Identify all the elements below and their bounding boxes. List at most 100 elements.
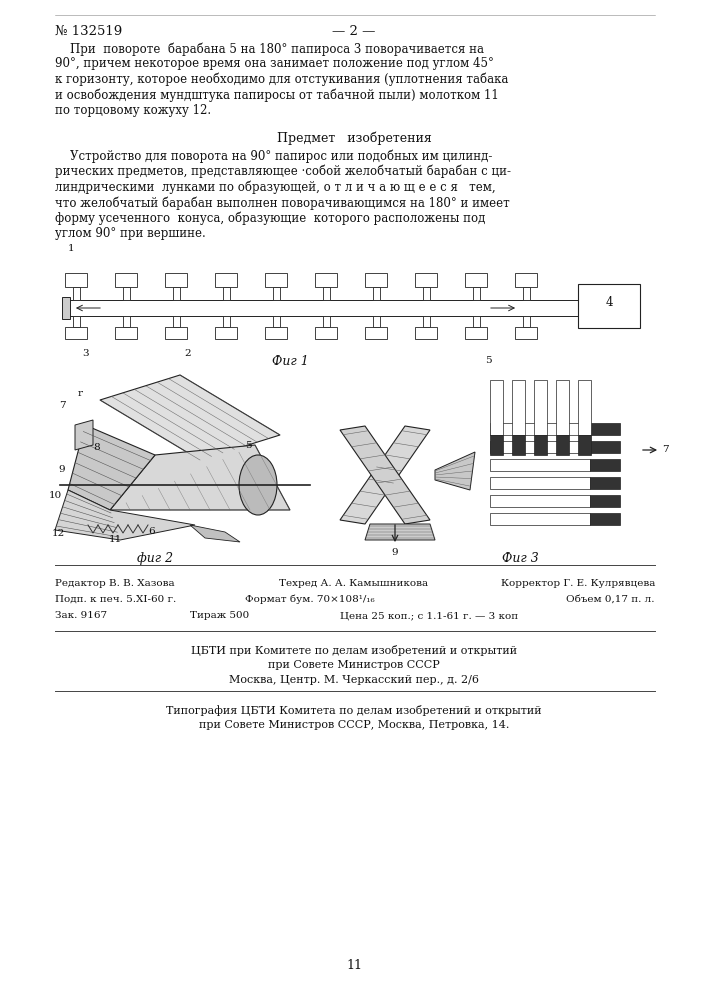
Bar <box>315 327 337 339</box>
Bar <box>173 287 180 300</box>
Bar <box>490 459 590 471</box>
Text: r: r <box>78 388 83 397</box>
Bar <box>490 513 590 525</box>
Text: Зак. 9167: Зак. 9167 <box>55 611 107 620</box>
Text: 5: 5 <box>485 356 491 365</box>
Text: Типография ЦБТИ Комитета по делам изобретений и открытий: Типография ЦБТИ Комитета по делам изобре… <box>166 705 542 716</box>
Bar <box>322 287 329 300</box>
Text: 6: 6 <box>148 528 156 536</box>
Text: к горизонту, которое необходимо для отстукивания (уплотнения табака: к горизонту, которое необходимо для отст… <box>55 73 508 87</box>
Bar <box>578 380 591 435</box>
Text: 11: 11 <box>108 534 122 544</box>
Bar <box>265 273 287 287</box>
Text: рических предметов, представляющее ·собой желобчатый барабан с ци-: рических предметов, представляющее ·собо… <box>55 165 511 178</box>
Text: форму усеченного  конуса, образующие  которого расположены под: форму усеченного конуса, образующие кото… <box>55 212 486 225</box>
Text: при Совете Министров СССР: при Совете Министров СССР <box>268 660 440 670</box>
Bar <box>534 380 547 435</box>
Text: Техред А. А. Камышникова: Техред А. А. Камышникова <box>279 579 428 588</box>
Bar <box>223 287 230 300</box>
Text: Цена 25 коп.; с 1.1-61 г. — 3 коп: Цена 25 коп.; с 1.1-61 г. — 3 коп <box>340 611 518 620</box>
Text: 7: 7 <box>59 400 65 410</box>
Polygon shape <box>340 426 430 524</box>
Text: фиг 2: фиг 2 <box>137 552 173 565</box>
Bar <box>490 380 503 435</box>
Text: 8: 8 <box>94 442 100 452</box>
Text: 9: 9 <box>392 548 398 557</box>
Text: углом 90° при вершине.: углом 90° при вершине. <box>55 227 206 240</box>
Bar <box>415 327 437 339</box>
Text: Устройство для поворота на 90° папирос или подобных им цилинд-: Устройство для поворота на 90° папирос и… <box>55 149 492 163</box>
Text: 5: 5 <box>245 440 251 450</box>
Text: 2: 2 <box>185 349 192 358</box>
Bar <box>590 477 620 489</box>
Polygon shape <box>68 425 155 510</box>
Bar <box>322 316 329 327</box>
Text: 90°, причем некоторое время она занимает положение под углом 45°: 90°, причем некоторое время она занимает… <box>55 57 494 70</box>
Text: Фиг 3: Фиг 3 <box>502 552 538 565</box>
Bar <box>490 495 590 507</box>
Bar <box>315 273 337 287</box>
Text: линдрическими  лунками по образующей, о т л и ч а ю щ е е с я   тем,: линдрическими лунками по образующей, о т… <box>55 180 496 194</box>
Bar <box>373 287 380 300</box>
Bar <box>556 435 569 455</box>
Bar <box>490 441 590 453</box>
Bar <box>590 441 620 453</box>
Bar <box>272 316 279 327</box>
Bar <box>472 316 479 327</box>
Bar <box>272 287 279 300</box>
Text: по торцовому кожуху 12.: по торцовому кожуху 12. <box>55 104 211 117</box>
Text: Москва, Центр. М. Черкасский пер., д. 2/6: Москва, Центр. М. Черкасский пер., д. 2/… <box>229 675 479 685</box>
Text: и освобождения мундштука папиросы от табачной пыли) молотком 11: и освобождения мундштука папиросы от таб… <box>55 89 498 102</box>
Text: Тираж 500: Тираж 500 <box>190 611 250 620</box>
Polygon shape <box>435 452 475 490</box>
Bar <box>223 316 230 327</box>
Bar <box>590 495 620 507</box>
Bar <box>490 435 503 455</box>
Text: 3: 3 <box>83 349 89 358</box>
Polygon shape <box>190 525 240 542</box>
Text: При  повороте  барабана 5 на 180° папироса 3 поворачивается на: При повороте барабана 5 на 180° папироса… <box>55 42 484 55</box>
Bar <box>173 316 180 327</box>
Bar <box>115 327 137 339</box>
Text: 4: 4 <box>605 296 613 310</box>
Bar <box>365 273 387 287</box>
Bar <box>122 287 129 300</box>
Text: Фиг 1: Фиг 1 <box>271 355 308 368</box>
Bar <box>522 287 530 300</box>
Bar <box>465 273 487 287</box>
Bar <box>590 513 620 525</box>
Bar <box>68 300 578 316</box>
Bar <box>515 327 537 339</box>
Bar <box>590 423 620 435</box>
Bar <box>415 273 437 287</box>
Bar <box>515 273 537 287</box>
Bar <box>165 273 187 287</box>
Text: ЦБТИ при Комитете по делам изобретений и открытий: ЦБТИ при Комитете по делам изобретений и… <box>191 645 517 656</box>
Text: — 2 —: — 2 — <box>332 25 375 38</box>
Text: Формат бум. 70×108¹/₁₆: Формат бум. 70×108¹/₁₆ <box>245 595 375 604</box>
Polygon shape <box>340 426 430 524</box>
Bar <box>373 316 380 327</box>
Text: 7: 7 <box>662 446 669 454</box>
Bar <box>534 435 547 455</box>
Bar <box>472 287 479 300</box>
Polygon shape <box>75 420 93 450</box>
Text: 11: 11 <box>346 959 362 972</box>
Text: № 132519: № 132519 <box>55 25 122 38</box>
Bar <box>215 327 237 339</box>
Bar <box>165 327 187 339</box>
Bar <box>578 435 591 455</box>
Polygon shape <box>100 375 280 460</box>
Bar <box>365 327 387 339</box>
Text: Предмет   изобретения: Предмет изобретения <box>276 131 431 145</box>
Bar <box>115 273 137 287</box>
Bar <box>465 327 487 339</box>
Bar <box>215 273 237 287</box>
Bar <box>73 287 79 300</box>
Bar <box>65 327 87 339</box>
Text: Редактор В. В. Хазова: Редактор В. В. Хазова <box>55 579 175 588</box>
Bar <box>423 287 429 300</box>
Bar <box>556 380 569 435</box>
Bar <box>65 273 87 287</box>
Bar <box>590 459 620 471</box>
